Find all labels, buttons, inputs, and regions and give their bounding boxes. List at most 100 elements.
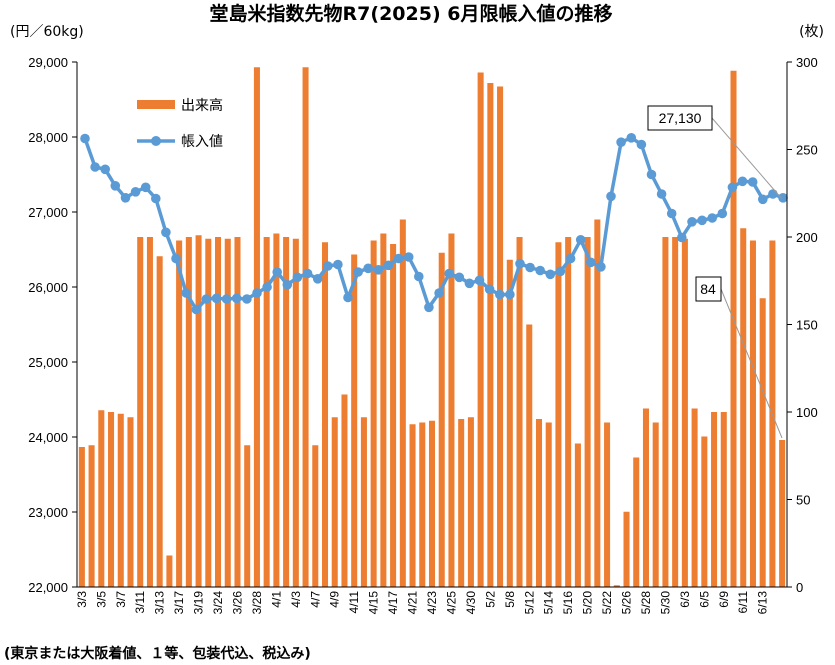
- price-marker: [373, 265, 384, 275]
- price-marker: [677, 232, 687, 243]
- price-marker: [606, 191, 616, 202]
- price-marker: [151, 193, 161, 204]
- x-tick-label: 4/17: [386, 591, 400, 615]
- price-marker: [110, 181, 121, 191]
- price-marker: [252, 288, 262, 298]
- x-tick-label: 3/3: [75, 591, 89, 608]
- x-tick-label: 6/3: [678, 591, 692, 608]
- price-marker: [727, 182, 738, 193]
- price-marker: [545, 269, 556, 280]
- price-marker: [474, 275, 485, 286]
- price-marker: [454, 272, 465, 283]
- volume-bar: [234, 237, 241, 587]
- volume-bar: [273, 233, 280, 587]
- volume-bar: [156, 256, 163, 587]
- price-marker: [414, 271, 424, 282]
- x-tick-label: 5/16: [561, 591, 575, 615]
- volume-bar: [360, 417, 367, 587]
- price-marker: [140, 182, 151, 193]
- volume-bar: [759, 298, 766, 587]
- volume-bar: [691, 408, 698, 587]
- right-tick-label: 150: [796, 318, 818, 333]
- callout-volume-box: [695, 276, 722, 302]
- left-tick-label: 26,000: [28, 280, 68, 295]
- x-tick-label: 3/19: [192, 591, 206, 615]
- left-tick-label: 23,000: [28, 505, 68, 520]
- price-marker: [312, 274, 323, 284]
- price-marker: [464, 278, 475, 289]
- price-marker: [697, 215, 707, 226]
- legend-swatch-volume: [137, 100, 175, 109]
- settlement-price-line: [83, 136, 784, 312]
- volume-bar: [78, 447, 85, 587]
- price-marker: [424, 302, 434, 313]
- volume-bar: [467, 417, 474, 587]
- price-marker: [778, 193, 788, 203]
- x-tick-label: 5/8: [503, 591, 517, 608]
- volume-bar: [117, 413, 124, 587]
- callout-price-text: 27,130: [659, 110, 702, 126]
- price-marker: [586, 257, 596, 268]
- left-tick-label: 25,000: [28, 355, 68, 370]
- price-marker: [575, 235, 586, 245]
- x-tick-label: 3/26: [230, 591, 244, 615]
- volume-bar: [137, 237, 144, 587]
- volume-bar: [633, 457, 640, 587]
- volume-bar: [185, 237, 192, 587]
- volume-bar: [127, 417, 134, 587]
- x-tick-label: 4/3: [289, 591, 303, 608]
- price-marker: [484, 284, 495, 295]
- volume-bar: [428, 420, 436, 587]
- price-marker: [201, 294, 212, 304]
- volume-bar: [224, 238, 231, 587]
- volume-bar: [380, 233, 387, 587]
- volume-bar: [253, 67, 260, 587]
- price-marker: [687, 217, 697, 227]
- x-tick-label: 4/23: [425, 591, 439, 615]
- price-marker: [768, 189, 778, 199]
- x-tick-label: 3/24: [211, 591, 225, 615]
- volume-bar: [535, 419, 543, 587]
- price-marker: [626, 133, 637, 143]
- callout-volume-leader: [720, 288, 783, 439]
- volume-bar: [681, 238, 688, 587]
- price-marker: [515, 258, 525, 269]
- x-tick-label: 5/12: [522, 591, 536, 615]
- x-tick-label: 5/20: [581, 591, 595, 615]
- volume-bar: [399, 219, 406, 587]
- price-marker: [737, 176, 748, 187]
- volume-bar: [613, 585, 620, 587]
- volume-bar: [263, 237, 270, 587]
- volume-bar: [477, 72, 484, 587]
- price-marker: [535, 265, 545, 276]
- volume-bar: [146, 237, 153, 587]
- price-marker: [656, 189, 667, 199]
- left-tick-label: 22,000: [28, 580, 68, 595]
- volume-bar: [302, 67, 309, 587]
- volume-bar: [749, 240, 756, 587]
- volume-bar: [312, 445, 319, 587]
- volume-bar: [497, 86, 504, 587]
- left-tick-label: 27,000: [28, 205, 68, 220]
- volume-bar: [604, 422, 611, 587]
- x-tick-label: 6/9: [717, 591, 731, 608]
- callout-price-box: [647, 105, 713, 131]
- price-marker: [161, 227, 171, 238]
- volume-bar: [623, 511, 630, 587]
- right-tick-label: 100: [796, 405, 818, 420]
- price-marker: [292, 272, 303, 283]
- x-tick-label: 3/11: [133, 591, 147, 614]
- volume-bar: [652, 422, 659, 587]
- volume-bar: [195, 235, 202, 587]
- right-axis-unit: (枚): [799, 24, 824, 40]
- volume-bar: [594, 219, 601, 587]
- price-marker: [221, 294, 232, 304]
- x-tick-label: 5/30: [658, 591, 672, 615]
- plot-area: [78, 67, 788, 587]
- right-tick-label: 200: [796, 230, 818, 245]
- price-marker: [80, 133, 90, 144]
- right-tick-label: 250: [796, 143, 818, 158]
- volume-bar: [283, 237, 290, 587]
- volume-bar: [565, 237, 572, 587]
- x-tick-label: 6/11: [736, 591, 750, 614]
